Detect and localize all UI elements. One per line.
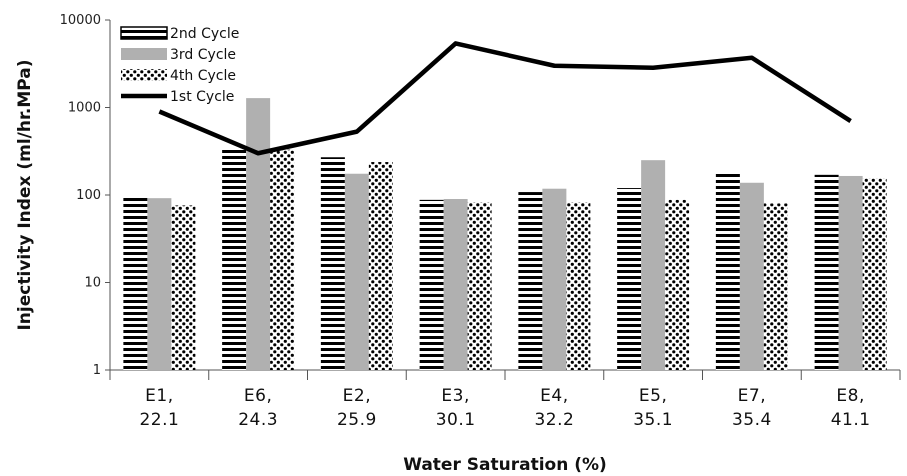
- bar-4th-cycle-7: [862, 178, 887, 370]
- x-tick-label: E3,: [441, 386, 469, 406]
- bar-4th-cycle-1: [270, 149, 295, 370]
- bar-3rd-cycle-1: [246, 98, 271, 370]
- legend-swatch-2nd-cycle: [120, 26, 168, 40]
- bar-4th-cycle-6: [763, 203, 788, 370]
- x-tick-label: E7,: [738, 386, 766, 406]
- bar-4th-cycle-0: [171, 205, 196, 370]
- bar-2nd-cycle-4: [518, 192, 543, 370]
- y-axis-title: Injectivity Index (ml/hr.MPa): [15, 59, 35, 330]
- x-axis-title: Water Saturation (%): [403, 455, 607, 475]
- x-tick-label: 25.9: [337, 410, 377, 430]
- x-tick-label: E6,: [244, 386, 272, 406]
- bar-4th-cycle-5: [665, 199, 690, 370]
- y-tick-label: 1: [93, 363, 101, 378]
- bar-2nd-cycle-0: [123, 196, 148, 370]
- y-tick-label: 100: [76, 188, 101, 203]
- labels: E1, 22.1 E6, 24.3 E2, 25.9 E3, 30.1 E4, 32.2 E5, 35…: [15, 59, 871, 475]
- line-1st-cycle: [158, 41, 852, 156]
- bar-2nd-cycle-6: [715, 172, 740, 370]
- legend-label-4th-cycle: 4th Cycle: [170, 68, 236, 84]
- legend: 2nd Cycle 3rd Cycle 4th Cycle 1st Cycle: [120, 26, 239, 105]
- bar-2nd-cycle-2: [320, 157, 345, 370]
- bar-2nd-cycle-7: [814, 174, 839, 370]
- x-tick-label: 35.1: [633, 410, 673, 430]
- x-tick-label: E2,: [343, 386, 371, 406]
- legend-swatch-3rd-cycle: [121, 48, 167, 60]
- legend-label-3rd-cycle: 3rd Cycle: [170, 47, 236, 63]
- x-tick-label: E5,: [639, 386, 667, 406]
- bar-3rd-cycle-5: [641, 160, 666, 370]
- x-tick-label: 24.3: [238, 410, 278, 430]
- bar-2nd-cycle-5: [617, 188, 642, 370]
- bar-4th-cycle-4: [566, 202, 591, 370]
- bar-4th-cycle-3: [467, 202, 492, 370]
- bar-3rd-cycle-6: [739, 182, 764, 370]
- bar-3rd-cycle-0: [147, 198, 172, 370]
- y-tick-label: 10: [84, 276, 101, 291]
- x-tick-label: E8,: [836, 386, 864, 406]
- x-tick-label: E1,: [145, 386, 173, 406]
- x-tick-label: 41.1: [831, 410, 871, 430]
- x-tick-label: 30.1: [436, 410, 476, 430]
- bar-2nd-cycle-1: [222, 147, 247, 370]
- x-tick-label: 22.1: [139, 410, 179, 430]
- line-series: [158, 41, 852, 156]
- legend-label-2nd-cycle: 2nd Cycle: [170, 26, 239, 42]
- bar-3rd-cycle-2: [344, 173, 369, 370]
- x-tick-label: 32.2: [534, 410, 574, 430]
- bar-3rd-cycle-4: [542, 188, 567, 370]
- bar-4th-cycle-2: [368, 162, 393, 370]
- bar-2nd-cycle-3: [419, 199, 444, 370]
- x-tick-label: E4,: [540, 386, 568, 406]
- y-tick-label: 10000: [60, 13, 101, 28]
- bar-3rd-cycle-3: [443, 199, 468, 370]
- bar-3rd-cycle-7: [838, 175, 863, 370]
- y-tick-label: 1000: [68, 101, 101, 116]
- legend-label-1st-cycle: 1st Cycle: [170, 89, 234, 105]
- legend-swatch-4th-cycle: [121, 69, 167, 81]
- x-tick-label: 35.4: [732, 410, 772, 430]
- bars: [123, 98, 887, 370]
